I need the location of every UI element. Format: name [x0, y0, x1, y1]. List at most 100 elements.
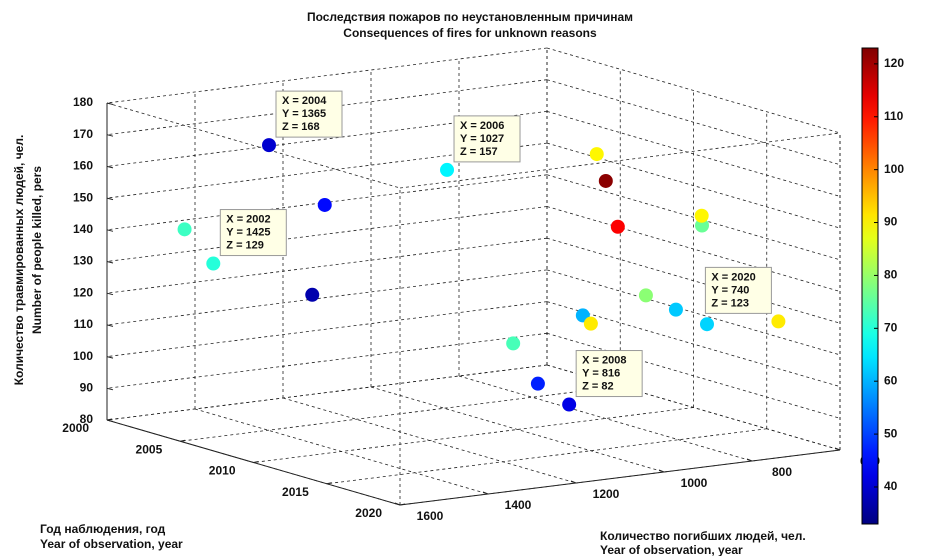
z-tick-label: 130 [73, 254, 93, 268]
tick-mark [326, 482, 332, 485]
tick-mark [106, 102, 114, 105]
grid-line [458, 375, 753, 462]
grid-line [546, 332, 841, 419]
z-tick-label: 80 [80, 412, 94, 426]
tick-mark [106, 165, 114, 169]
colorbar-tick-label: 100 [884, 162, 904, 176]
datatip-box [275, 90, 343, 138]
colorbar-tick-label: 90 [884, 215, 898, 229]
colorbar-tick-label: 70 [884, 320, 898, 334]
colorbar-tick-label: 110 [884, 109, 904, 123]
y-axis-label: Year of observation, year [600, 543, 743, 556]
colorbar-tick-label: 120 [884, 56, 904, 70]
colorbar [861, 47, 879, 525]
datatip-box [453, 115, 521, 163]
colorbar-tick-label: 40 [884, 479, 898, 493]
tick-mark [394, 502, 401, 506]
datatip-text: Y = 816 [582, 367, 620, 379]
grid-line [546, 301, 841, 387]
x-tick-label: 2000 [62, 421, 89, 435]
point [699, 317, 714, 332]
tick-mark [106, 324, 114, 327]
point [589, 147, 604, 162]
grid-line [546, 206, 841, 292]
grid-line [106, 237, 548, 294]
tick-mark [106, 418, 113, 421]
tick-mark [106, 134, 114, 137]
datatip-text: X = 2002 [226, 213, 270, 225]
point [771, 314, 786, 329]
datatip-text: X = 2006 [460, 120, 504, 132]
datatip-text: Y = 1365 [282, 108, 326, 120]
tick-mark [106, 197, 114, 201]
tick-mark [399, 503, 406, 506]
box-edge [399, 132, 841, 189]
point [305, 287, 320, 302]
point [506, 336, 521, 351]
z-tick-label: 90 [80, 380, 94, 394]
grid-line [546, 111, 841, 197]
chart-title: Последствия пожаров по неустановленным п… [307, 10, 633, 24]
datatip-text: Z = 168 [282, 121, 320, 133]
z-tick-label: 180 [73, 95, 93, 109]
point [610, 219, 625, 234]
tick-mark [658, 469, 665, 473]
datatip-text: Y = 1027 [460, 133, 504, 145]
datatip-box [704, 266, 772, 314]
x-tick-label: 2015 [282, 485, 309, 499]
point [262, 138, 276, 153]
datatip-text: X = 2004 [282, 95, 327, 107]
z-tick-label: 140 [73, 222, 93, 236]
z-tick-label: 150 [73, 190, 93, 204]
grid-line [106, 332, 548, 389]
tick-mark [180, 439, 186, 442]
datatip-text: X = 2020 [711, 271, 755, 283]
point [530, 376, 545, 391]
y-axis-label: Количество погибших людей, чел. [600, 529, 806, 543]
tick-mark [482, 491, 489, 495]
point [562, 397, 577, 412]
z-tick-label: 170 [73, 127, 93, 141]
grid-line [546, 237, 841, 324]
grid-line [546, 47, 841, 134]
point [440, 162, 455, 177]
grid-line [106, 364, 548, 421]
y-tick-label: 1600 [417, 509, 444, 523]
point [206, 256, 221, 271]
z-tick-label: 100 [73, 349, 93, 363]
point [598, 173, 613, 188]
tick-mark [106, 229, 114, 232]
colorbar-tick-label: 60 [884, 373, 898, 387]
colorbar-tick-label: 80 [884, 268, 898, 282]
grid-line [180, 385, 621, 442]
point [317, 197, 332, 212]
x-axis-label: Год наблюдения, год [40, 522, 166, 536]
z-tick-label: 120 [73, 285, 93, 299]
tick-mark [834, 447, 841, 451]
tick-mark [106, 292, 114, 296]
point [177, 222, 192, 237]
z-tick-label: 110 [74, 317, 94, 331]
grid-line [546, 174, 841, 261]
datatip-text: Z = 82 [582, 380, 614, 392]
grid-line [106, 206, 548, 262]
grid-line [370, 386, 665, 473]
grid-line [106, 174, 548, 231]
x-axis-label: Year of observation, year [40, 537, 183, 551]
point [583, 316, 598, 331]
y-tick-label: 1200 [593, 487, 620, 501]
grid-line [253, 407, 694, 463]
grid-line [106, 79, 548, 136]
tick-mark [570, 480, 577, 484]
datatip-text: Y = 740 [711, 284, 749, 296]
y-tick-label: 1000 [681, 476, 708, 490]
point [668, 302, 683, 317]
box-edge [106, 102, 401, 189]
tick-mark [106, 261, 114, 264]
chart-subtitle: Consequences of fires for unknown reason… [343, 26, 597, 40]
colorbar-tick-label: 50 [884, 426, 898, 440]
